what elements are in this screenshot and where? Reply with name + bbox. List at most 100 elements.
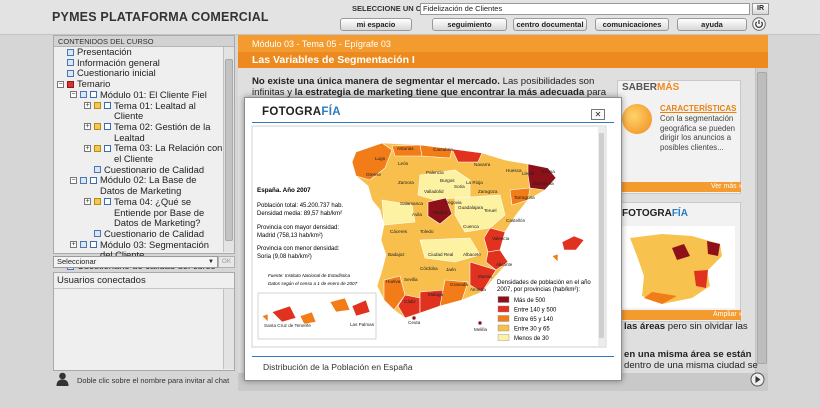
collapse-toggle[interactable]: − — [57, 80, 64, 88]
course-label: SELECCIONE UN CURSO: — [352, 4, 446, 13]
province-label: Zamora — [398, 180, 414, 185]
scroll-thumb[interactable] — [757, 72, 767, 364]
divider — [54, 288, 234, 289]
tree-item[interactable]: − Módulo 02: La Base de Datos de Marketin… — [55, 174, 223, 196]
course-value: Fidelización de Clientes — [423, 4, 503, 13]
scroll-thumb[interactable] — [225, 59, 233, 241]
saber-mas-text: Con la segmentación geográfica se pueden… — [660, 114, 735, 152]
go-button[interactable]: IR — [752, 3, 769, 15]
next-button[interactable] — [750, 372, 765, 387]
legend-title-line: Densidades de población en el año — [497, 280, 591, 286]
map-thumbnail — [622, 226, 735, 308]
checkbox[interactable] — [90, 91, 97, 99]
breadcrumb: Módulo 03 - Tema 05 - Epígrafe 03 — [252, 39, 391, 49]
checkbox[interactable] — [90, 241, 97, 249]
tree-item[interactable]: Cuestionario de Calidad — [55, 164, 223, 176]
nav-button[interactable]: centro documental — [513, 18, 587, 31]
province-label: Santa Cruz de Tenerife — [264, 323, 311, 328]
saber-mas-heading[interactable]: CARACTERÍSTICAS — [660, 104, 737, 113]
fragment-bold: las áreas — [624, 321, 666, 332]
select-arrow: ▼ — [208, 259, 214, 265]
scroll-thumb[interactable] — [599, 133, 604, 338]
section-select[interactable]: Seleccionar ▼ — [53, 256, 218, 268]
province-label: Zaragoza — [478, 189, 498, 194]
expand-toggle[interactable]: + — [84, 144, 91, 152]
collapse-toggle[interactable]: − — [70, 91, 77, 99]
tree-item[interactable]: + Tema 01: Lealtad al Cliente — [55, 100, 223, 122]
logo-part: FÍA — [671, 208, 688, 219]
province-label: Córdoba — [420, 266, 438, 271]
tree-item[interactable]: Cuestionario de Calidad — [55, 227, 223, 240]
checkbox[interactable] — [104, 144, 111, 152]
checkbox[interactable] — [104, 198, 111, 206]
nav-button[interactable]: mi espacio — [340, 18, 412, 31]
power-button[interactable] — [752, 17, 766, 31]
tree-item[interactable]: Información general — [55, 57, 223, 69]
province-label: Cáceres — [390, 229, 408, 234]
tree-item[interactable]: + Tema 03: La Relación con el Cliente — [55, 142, 223, 164]
course-select[interactable]: Fidelización de Clientes — [420, 3, 750, 15]
logo-part: FÍA — [321, 106, 341, 118]
tree-item[interactable]: Cuestionario inicial — [55, 68, 223, 79]
checkbox[interactable] — [90, 176, 97, 184]
legend-label: Menos de 30 — [514, 336, 549, 342]
more-band — [617, 310, 741, 320]
tree-item[interactable]: + Módulo 03: Segmentación del Cliente — [55, 238, 223, 261]
more-link[interactable]: Ampliar » — [713, 311, 743, 318]
scrollbar[interactable] — [223, 289, 234, 369]
nav-button[interactable]: ayuda — [677, 18, 747, 31]
tree-label: Módulo 03: Segmentación del Cliente — [100, 238, 209, 261]
spain-shape — [261, 142, 585, 326]
province-label: León — [398, 161, 409, 166]
tree-item[interactable]: − Módulo 01: El Cliente Fiel — [55, 88, 223, 101]
checkbox[interactable] — [104, 123, 111, 131]
ok-button[interactable]: OK — [218, 256, 235, 268]
province-label: Valencia — [492, 236, 510, 241]
tree-item[interactable]: Presentación — [55, 46, 223, 58]
collapse-toggle[interactable]: − — [70, 176, 77, 184]
legend-label: Entre 30 y 65 — [514, 327, 550, 333]
province-label: Cádiz — [404, 299, 416, 304]
province-label: Guadalajara — [458, 205, 483, 210]
expand-toggle[interactable]: + — [84, 102, 91, 110]
map-fact: Población total: 45.200.737 hab. — [257, 203, 343, 209]
page-icon — [67, 59, 74, 67]
map-source: Fuente: Instituto Nacional de Estadístic… — [268, 273, 351, 278]
legend-swatch — [497, 315, 510, 322]
map-heading: España. Año 2007 — [257, 187, 311, 194]
province-label: Alicante — [496, 262, 513, 267]
close-button[interactable]: ✕ — [591, 109, 605, 120]
tree-label: Temario — [77, 78, 111, 90]
expand-toggle[interactable]: + — [84, 198, 91, 206]
legend-label: Entre 140 y 500 — [514, 308, 557, 314]
nav-button[interactable]: seguimiento — [432, 18, 507, 31]
tree-label: Módulo 01: El Cliente Fiel — [100, 88, 207, 100]
tree-item[interactable]: + Tema 02: Gestión de la Lealtad — [55, 121, 223, 143]
saber-mas-panel — [617, 80, 741, 194]
tree-label: Cuestionario de Calidad — [104, 227, 205, 239]
checkbox[interactable] — [104, 102, 111, 110]
users-title: Usuarios conectados — [57, 275, 146, 286]
more-link[interactable]: Ver más » — [711, 183, 743, 190]
province-label: Barcelona — [533, 181, 554, 186]
image-modal: FOTOGRAFÍA ✕ Distribución de la Població… — [244, 97, 622, 381]
province-label: Castellón — [506, 218, 526, 223]
province-label: Orense — [366, 172, 382, 177]
expand-toggle[interactable]: + — [84, 123, 91, 131]
scrollbar[interactable] — [755, 68, 768, 373]
tree-item[interactable]: − Temario — [55, 78, 223, 90]
intro-run: la estrategia de marketing tiene que enc… — [294, 87, 585, 98]
nav-button[interactable]: comunicaciones — [595, 18, 669, 31]
tree-item[interactable]: + Tema 04: ¿Qué se Entiende por Base de D… — [55, 196, 223, 229]
scrollbar[interactable] — [223, 47, 234, 252]
legend-label: Entre 65 y 140 — [514, 317, 554, 323]
province-label: Toledo — [420, 229, 434, 234]
fragment-text: pero sin olvidar las — [665, 321, 748, 332]
select-value: Seleccionar — [57, 257, 97, 266]
map-fact: Provincia con mayor densidad: — [257, 225, 339, 231]
page-icon — [67, 69, 74, 77]
province-label: Valladolid — [424, 189, 444, 194]
users-panel — [53, 272, 235, 371]
expand-toggle[interactable]: + — [70, 241, 77, 249]
